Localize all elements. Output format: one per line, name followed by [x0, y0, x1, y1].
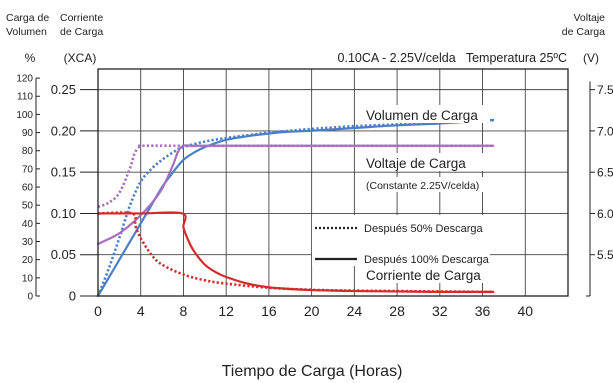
current-tick-label: 0.25 [51, 82, 76, 97]
volume-annotation-bg [362, 105, 490, 123]
volume-tick-label: 20 [22, 255, 34, 266]
voltage-tick-label: 5.5 [597, 248, 613, 262]
voltage-tick-label: 6.0 [597, 207, 613, 221]
volume-solid-line [96, 118, 495, 298]
volume-axis-unit: % [25, 51, 36, 65]
x-tick-label: 24 [347, 303, 363, 319]
voltage-axis-header-line2: de Carga [562, 26, 605, 38]
voltage-axis-header-line1: Voltaje [573, 12, 605, 24]
voltage-tick-label: 6.5 [597, 166, 613, 180]
current-annotation: Corriente de Carga [366, 268, 481, 283]
current-tick-label: 0.10 [51, 206, 76, 221]
volume-annotation: Volumen de Carga [366, 108, 478, 123]
current-axis-header-line1: Corriente [60, 12, 103, 24]
x-tick-label: 40 [517, 303, 533, 319]
volume-dotted-line [96, 119, 494, 297]
voltage-tick-label: 7.5 [597, 83, 613, 97]
x-tick-label: 16 [261, 303, 277, 319]
current-tick-label: 0.20 [51, 123, 76, 138]
voltage-tick-label: 7.0 [597, 124, 613, 138]
x-tick-label: 12 [218, 303, 234, 319]
volume-tick-label: 80 [22, 146, 34, 157]
volume-tick-label: 10 [22, 273, 34, 284]
volume-tick-label: 100 [16, 110, 33, 121]
voltage-annotation: Voltaje de Carga [366, 156, 466, 171]
volume-tick-label: 120 [16, 74, 33, 85]
legend-after-50-label: Después 50% Descarga [364, 223, 484, 235]
current-axis-header-line2: de Carga [60, 26, 103, 38]
legend-after-100-label: Después 100% Descarga [364, 254, 490, 266]
current-tick-label: 0.15 [51, 165, 76, 180]
voltage-axis-unit: (V) [583, 51, 599, 65]
volume-tick-label: 70 [22, 164, 34, 175]
volume-tick-label: 90 [22, 128, 34, 139]
voltage-note-bg [362, 177, 490, 192]
x-axis-label: Tiempo de Carga (Horas) [222, 363, 403, 380]
x-tick-label: 4 [137, 303, 145, 319]
axes-layer: 0 4 8 12 16 20 24 28 32 36 40 0 0.05 0.10 0.15 0.20 0.25… [16, 74, 613, 319]
chart-title: 0.10CA - 2.25V/celda Temperatura 25ºC [338, 51, 567, 65]
x-tick-label: 0 [94, 303, 102, 319]
volume-tick-label: 110 [17, 92, 33, 103]
volume-tick-label: 0 [27, 292, 33, 303]
plot-frame [97, 68, 569, 297]
x-tick-label: 20 [304, 303, 320, 319]
current-tick-label: 0.05 [51, 247, 76, 262]
volume-tick-label: 30 [22, 237, 34, 248]
current-tick-label: 0 [69, 289, 76, 304]
current-axis-unit: (XCA) [64, 51, 97, 65]
x-tick-label: 28 [389, 303, 405, 319]
volume-tick-label: 50 [22, 201, 34, 212]
voltage-dotted-line [97, 144, 494, 209]
series-layer [96, 118, 495, 298]
voltage-note: (Constante 2.25V/celda) [366, 180, 479, 192]
volume-tick-label: 40 [22, 219, 34, 230]
volume-tick-label: 60 [22, 183, 34, 194]
volume-axis-header-line2: Volumen [6, 26, 47, 38]
legend-bg [312, 215, 490, 266]
x-tick-label: 36 [475, 303, 491, 319]
x-tick-label: 32 [432, 303, 448, 319]
current-dotted-line [97, 211, 494, 294]
voltage-annotation-bg [362, 153, 490, 171]
x-tick-label: 8 [180, 303, 188, 319]
current-annotation-bg [362, 265, 490, 283]
volume-axis-header-line1: Carga de [6, 12, 49, 24]
